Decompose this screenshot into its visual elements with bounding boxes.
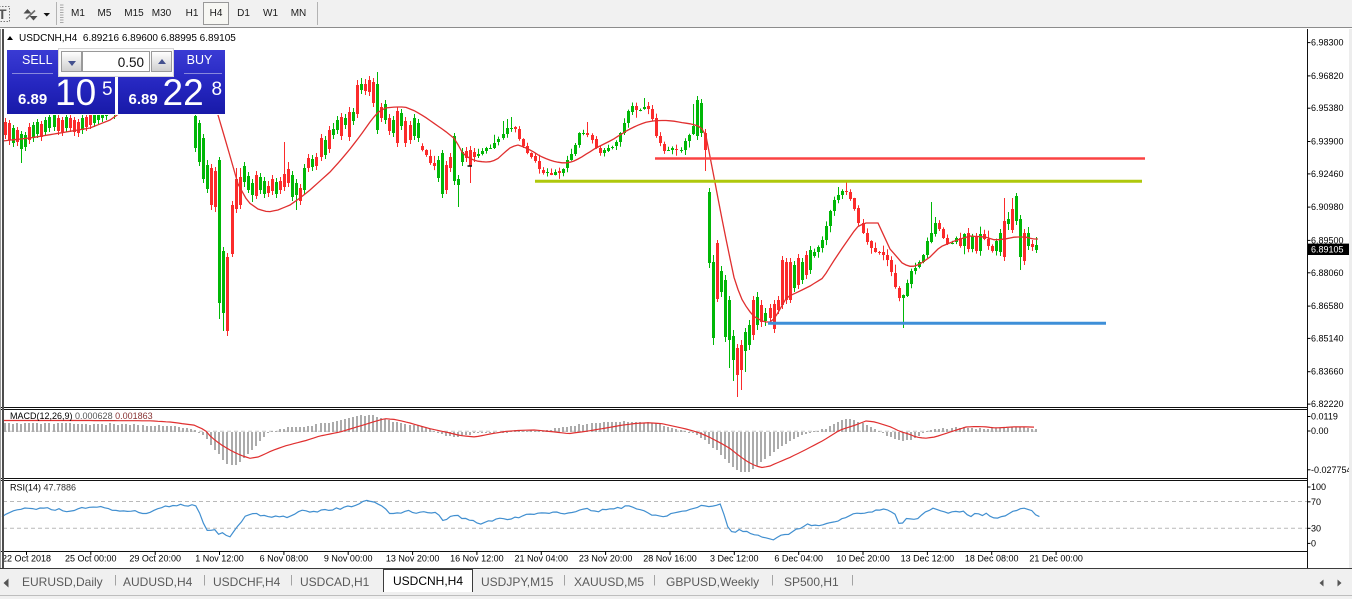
svg-text:10 Dec 20:00: 10 Dec 20:00 [836, 554, 890, 564]
svg-text:6.89105: 6.89105 [1311, 244, 1344, 254]
svg-text:6 Nov 08:00: 6 Nov 08:00 [260, 554, 309, 564]
svg-text:9 Nov 00:00: 9 Nov 00:00 [324, 554, 373, 564]
svg-text:6.90980: 6.90980 [1311, 202, 1344, 212]
svg-text:0.0119: 0.0119 [1311, 412, 1338, 422]
svg-text:6.96820: 6.96820 [1311, 71, 1344, 81]
svg-text:6.92460: 6.92460 [1311, 169, 1344, 179]
svg-text:6.98300: 6.98300 [1311, 38, 1344, 48]
svg-text:28 Nov 16:00: 28 Nov 16:00 [643, 554, 697, 564]
svg-text:6.82220: 6.82220 [1311, 399, 1344, 409]
svg-text:6.88060: 6.88060 [1311, 268, 1344, 278]
svg-text:6 Dec 04:00: 6 Dec 04:00 [774, 554, 823, 564]
svg-text:1 Nov 12:00: 1 Nov 12:00 [195, 554, 244, 564]
svg-text:18 Dec 08:00: 18 Dec 08:00 [965, 554, 1019, 564]
svg-text:22 Oct 2018: 22 Oct 2018 [2, 554, 51, 564]
svg-text:0: 0 [1311, 538, 1316, 548]
svg-text:25 Oct 00:00: 25 Oct 00:00 [65, 554, 117, 564]
svg-text:MACD(12,26,9) 0.000628 0.00186: MACD(12,26,9) 0.000628 0.001863 [10, 411, 153, 421]
svg-text:6.85140: 6.85140 [1311, 333, 1344, 343]
svg-text:0.00: 0.00 [1311, 426, 1329, 436]
svg-text:6.95380: 6.95380 [1311, 103, 1344, 113]
svg-text:6.89500: 6.89500 [1311, 235, 1344, 245]
svg-text:21 Dec 00:00: 21 Dec 00:00 [1029, 554, 1083, 564]
svg-text:13 Dec 12:00: 13 Dec 12:00 [901, 554, 955, 564]
svg-text:6.86580: 6.86580 [1311, 301, 1344, 311]
svg-text:29 Oct 20:00: 29 Oct 20:00 [129, 554, 181, 564]
svg-text:30: 30 [1311, 523, 1321, 533]
svg-text:RSI(14) 47.7886: RSI(14) 47.7886 [10, 483, 76, 493]
svg-text:-0.027754: -0.027754 [1311, 465, 1352, 475]
svg-text:23 Nov 20:00: 23 Nov 20:00 [579, 554, 633, 564]
svg-text:100: 100 [1311, 482, 1326, 492]
svg-text:3 Dec 12:00: 3 Dec 12:00 [710, 554, 759, 564]
svg-text:70: 70 [1311, 497, 1321, 507]
svg-text:16 Nov 12:00: 16 Nov 12:00 [450, 554, 504, 564]
svg-text:T: T [0, 6, 7, 22]
svg-text:13 Nov 20:00: 13 Nov 20:00 [386, 554, 440, 564]
svg-text:21 Nov 04:00: 21 Nov 04:00 [515, 554, 569, 564]
svg-text:6.83660: 6.83660 [1311, 367, 1344, 377]
svg-text:6.93900: 6.93900 [1311, 137, 1344, 147]
